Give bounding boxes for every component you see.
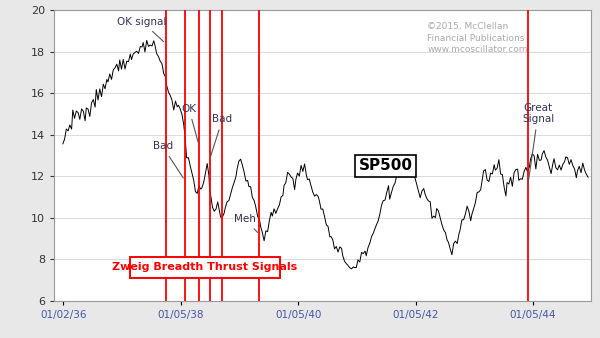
Text: Great
Signal: Great Signal (522, 103, 554, 184)
Text: SP500: SP500 (359, 159, 413, 173)
Text: OK signal: OK signal (118, 17, 167, 42)
FancyBboxPatch shape (130, 257, 280, 278)
Text: Meh: Meh (234, 214, 257, 232)
Text: Bad: Bad (211, 114, 232, 157)
Text: ©2015, McClellan
Financial Publications
www.mcoscillator.com: ©2015, McClellan Financial Publications … (427, 22, 528, 54)
Text: Zweig Breadth Thrust Signals: Zweig Breadth Thrust Signals (112, 262, 298, 272)
Text: OK: OK (181, 104, 198, 142)
Text: Bad: Bad (152, 141, 184, 178)
